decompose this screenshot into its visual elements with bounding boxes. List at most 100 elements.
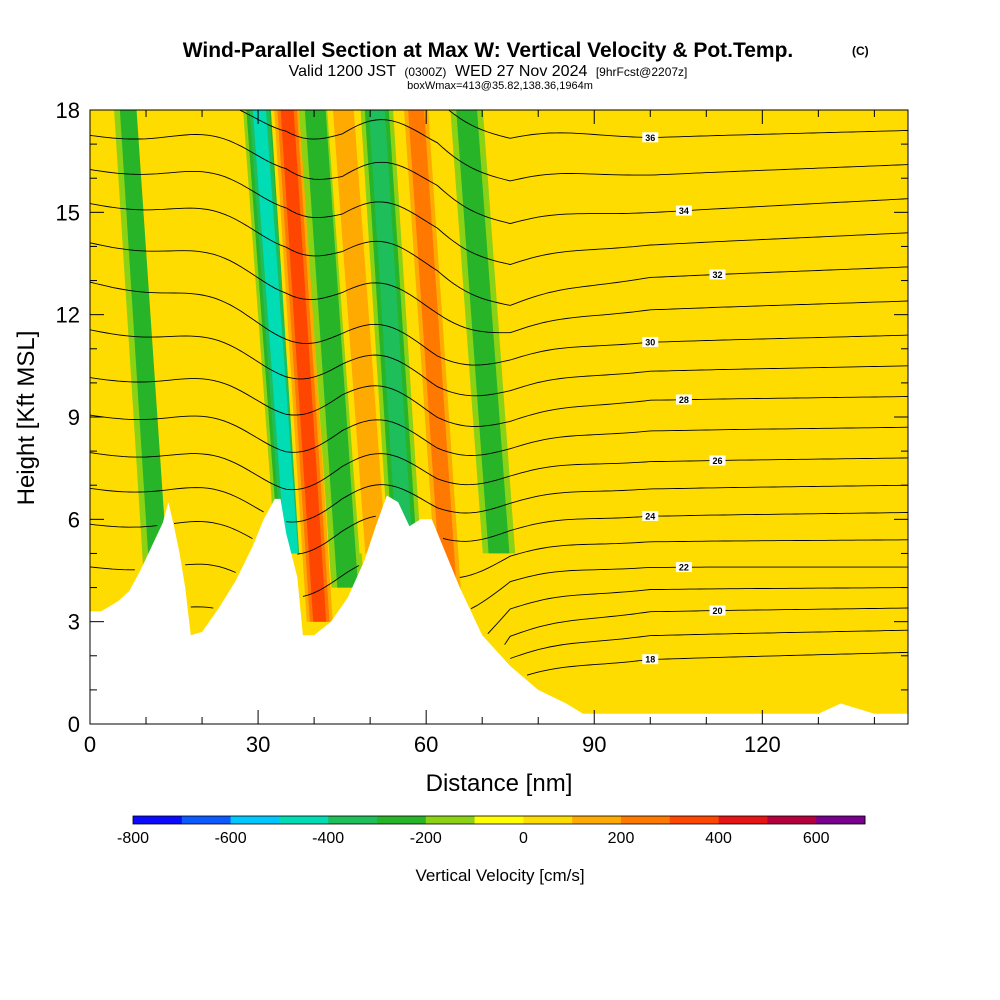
theta-contour-26 [90, 452, 908, 491]
colorbar-tick-label: 0 [519, 830, 528, 847]
theta-label-text: 30 [645, 337, 655, 347]
colorbar-swatch [328, 816, 378, 824]
colorbar-swatch [816, 816, 866, 824]
theta-contour-20 [504, 607, 908, 645]
colorbar-swatch [523, 816, 573, 824]
y-axis-label: Height [Kft MSL] [13, 331, 40, 506]
w-plume-1 [136, 110, 202, 588]
theta-label-bg [675, 205, 692, 216]
colorbar-tick-label: -600 [215, 830, 247, 847]
theta-label-36: 36 [642, 132, 659, 143]
colorbar-swatch [669, 816, 720, 824]
valid-line: Valid 1200 JST (0300Z) WED 27 Nov 2024 [… [289, 63, 688, 80]
potential-temperature-contours [90, 110, 908, 676]
colorbar-tick-label: 400 [705, 830, 732, 847]
theta-contour-28 [90, 377, 908, 427]
terrain-silhouette [90, 495, 908, 724]
y-tick-label: 18 [56, 98, 80, 123]
y-tick-label: 0 [68, 712, 80, 737]
colorbar-swatch [718, 816, 768, 824]
theta-contour-33 [90, 169, 908, 265]
w-plume-4 [304, 110, 359, 588]
forecast-info: [9hrFcst@2207z] [596, 65, 688, 79]
w-plume-6 [368, 110, 418, 622]
theta-label-18: 18 [642, 654, 659, 665]
theta-contour-36 [447, 110, 908, 139]
colorbar-frame [132, 815, 866, 825]
theta-contour-21 [487, 587, 908, 635]
colorbar-swatch [377, 816, 427, 824]
colorbar-tick-label: -200 [410, 830, 442, 847]
theta-label-bg [642, 510, 659, 521]
x-tick-label: 0 [84, 732, 96, 757]
theta-label-bg [642, 336, 659, 347]
colorbar: -800 -600 -400 -200 0 200 400 600 [117, 815, 866, 847]
colorbar-tick-label: -400 [312, 830, 344, 847]
x-tick-label: 60 [414, 732, 438, 757]
theta-label-text: 26 [712, 456, 722, 466]
theta-label-bg [675, 394, 692, 405]
theta-contour-31 [90, 242, 908, 334]
colorbar-tick-label: 600 [803, 830, 830, 847]
plot-area: 18 20 22 24 26 28 30 32 34 36 [90, 110, 908, 724]
y-tick-label: 12 [56, 303, 80, 328]
copyright-mark: (C) [852, 44, 869, 58]
theta-label-26: 26 [709, 455, 726, 466]
theta-contour-18 [526, 651, 908, 676]
theta-label-text: 24 [645, 511, 655, 521]
colorbar-label: Vertical Velocity [cm/s] [415, 866, 584, 885]
theta-label-20: 20 [709, 605, 726, 616]
theta-label-30: 30 [642, 336, 659, 347]
chart-title-block: Wind-Parallel Section at Max W: Vertical… [183, 39, 869, 92]
theta-contour-27 [90, 414, 908, 456]
theta-contour-35 [238, 110, 908, 182]
theta-label-bg [642, 132, 659, 143]
w-plume-5 [332, 110, 387, 554]
theta-label-bg [709, 605, 726, 616]
theta-label-bg [675, 562, 692, 573]
w-plume-0 [119, 110, 174, 622]
field-band [717, 110, 746, 724]
w-plume-3 [280, 110, 327, 622]
theta-contour-34 [90, 134, 908, 225]
theta-label-34: 34 [675, 205, 692, 216]
colorbar-tick-label: 200 [608, 830, 635, 847]
x-tick-label: 30 [246, 732, 270, 757]
y-tick-label: 9 [68, 405, 80, 430]
y-tick-label: 3 [68, 610, 80, 635]
theta-label-text: 22 [679, 563, 689, 573]
theta-label-text: 20 [712, 606, 722, 616]
contour-labels: 18 20 22 24 26 28 30 32 34 36 [642, 132, 726, 665]
colorbar-swatch [572, 816, 622, 824]
colorbar-swatch [181, 816, 232, 824]
colorbar-swatch [133, 816, 183, 824]
chart-title: Wind-Parallel Section at Max W: Vertical… [183, 39, 794, 62]
field-band [795, 110, 813, 724]
colorbar-swatch [279, 816, 329, 824]
theta-label-24: 24 [642, 510, 659, 521]
valid-prefix: Valid 1200 JST [289, 63, 397, 80]
field-band [672, 110, 690, 724]
colorbar-swatch [621, 816, 671, 824]
theta-contour-29 [90, 329, 908, 397]
theta-contour-24 [90, 512, 908, 555]
theta-label-text: 18 [645, 655, 655, 665]
theta-label-bg [709, 269, 726, 280]
theta-label-text: 34 [679, 206, 689, 216]
colorbar-swatch [767, 816, 817, 824]
colorbar-swatch [425, 816, 476, 824]
valid-utc: (0300Z) [404, 65, 446, 79]
colorbar-tick-label: -800 [117, 830, 149, 847]
theta-contour-19 [510, 629, 908, 659]
theta-label-bg [642, 654, 659, 665]
theta-label-22: 22 [675, 562, 692, 573]
theta-label-bg [709, 455, 726, 466]
w-plume-2 [252, 110, 299, 554]
field-band [594, 110, 623, 724]
box-info: boxWmax=413@35.82,138.36,1964m [407, 80, 593, 92]
theta-contour-25 [90, 484, 908, 523]
colorbar-swatch [474, 816, 524, 824]
x-tick-label: 90 [582, 732, 606, 757]
